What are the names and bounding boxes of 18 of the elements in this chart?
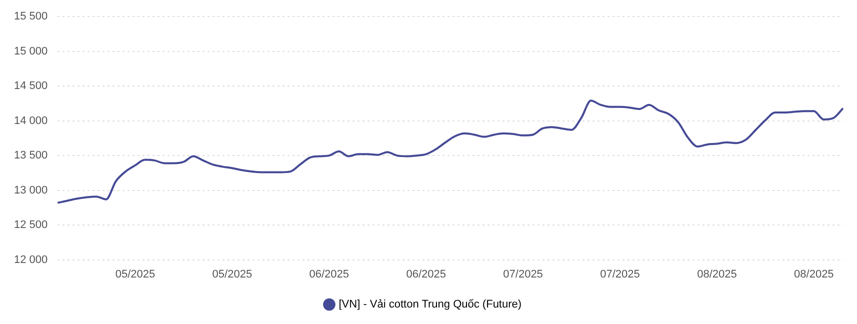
x-tick-label: 06/2025 bbox=[406, 268, 446, 280]
y-tick-label: 14 000 bbox=[14, 114, 48, 127]
y-tick-label: 15 000 bbox=[14, 45, 48, 58]
y-tick-label: 12 000 bbox=[14, 254, 48, 266]
y-tick-label: 12 500 bbox=[14, 219, 48, 232]
x-tick-label: 07/2025 bbox=[600, 268, 640, 280]
x-tick-label: 07/2025 bbox=[503, 268, 543, 280]
x-tick-label: 05/2025 bbox=[115, 268, 156, 280]
x-tick-label: 06/2025 bbox=[309, 268, 350, 280]
x-tick-label: 05/2025 bbox=[212, 268, 252, 280]
line-series bbox=[56, 100, 844, 204]
x-tick-label: 08/2025 bbox=[697, 268, 737, 280]
y-tick-label: 13 500 bbox=[14, 150, 48, 162]
y-tick-label: 14 500 bbox=[14, 80, 48, 92]
y-tick-label: 13 000 bbox=[14, 184, 48, 196]
y-tick-label: 15 500 bbox=[14, 10, 48, 23]
legend-label: [VN] - Vải cotton Trung Quốc (Future) bbox=[338, 298, 522, 311]
x-tick-label: 08/2025 bbox=[794, 268, 834, 280]
